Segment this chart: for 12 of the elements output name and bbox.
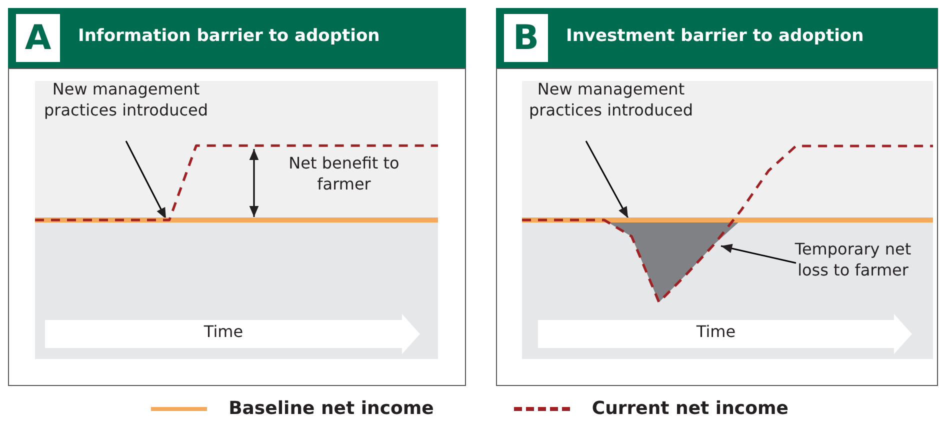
chart-title: Investment barrier to adoption: [566, 26, 864, 46]
x-axis-title: Time: [202, 322, 244, 341]
text: B: [504, 14, 548, 62]
annotation: Temporary net loss to farmer: [794, 240, 912, 280]
legend-label: Baseline net income: [228, 398, 434, 419]
text: A: [16, 14, 60, 62]
chart-title: Information barrier to adoption: [78, 26, 380, 46]
text: New management practices introduced: [44, 80, 208, 120]
annotation: Net benefit to farmer: [288, 154, 400, 194]
text: New management practices introduced: [528, 80, 694, 120]
x-axis-title: Time: [695, 322, 737, 341]
legend-label: Current net income: [592, 398, 788, 419]
